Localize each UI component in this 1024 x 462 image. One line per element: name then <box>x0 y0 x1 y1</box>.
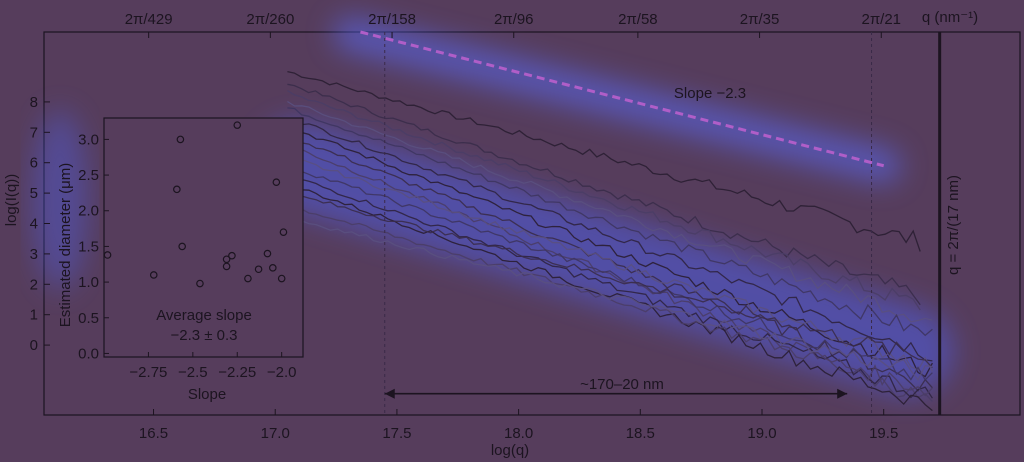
inset-y-tick-label: 0.0 <box>78 345 99 362</box>
inset-scatter-point <box>176 135 185 144</box>
inset-y-axis-label: Estimated diameter (μm) <box>57 163 74 328</box>
main-y-tick-label: 7 <box>30 124 38 141</box>
data-series-line <box>287 107 933 337</box>
inset-y-tick-label: 2.0 <box>78 203 99 220</box>
range-arrow-right-head <box>837 388 848 399</box>
data-series-line <box>287 217 933 382</box>
main-y-tick-label: 8 <box>30 94 38 111</box>
main-y-axis-label: log(I(q)) <box>3 174 20 227</box>
inset-scatter-point <box>178 242 186 251</box>
top-axis-tick-label: 2π/96 <box>494 11 534 28</box>
main-axes-group: 16.5 17.0 17.5 18.0 18.5 19.0 19.5 0 1 2 3 4 5 6 7 8 2π/… <box>30 11 901 442</box>
data-series-line <box>287 90 921 311</box>
inset-scatter-point <box>277 274 286 283</box>
range-arrow-label: ~170–20 nm <box>580 376 664 393</box>
inset-y-tick-label: 1.0 <box>78 274 99 291</box>
top-axis-tick-label: 2π/58 <box>618 11 658 28</box>
data-series-line <box>287 192 933 369</box>
main-y-tick-label: 6 <box>30 155 38 172</box>
inset-scatter-point <box>196 279 204 288</box>
inset-scatter-point <box>222 255 231 264</box>
inset-scatter-point <box>228 251 236 260</box>
main-annotations-group <box>360 30 942 415</box>
top-axis-tick-label: 2π/21 <box>861 11 901 28</box>
inset-scatter-point <box>222 262 231 271</box>
main-x-tick-label: 19.5 <box>869 425 898 442</box>
main-x-tick-label: 16.5 <box>139 425 168 442</box>
y-axis-glow <box>32 110 88 290</box>
data-series-line <box>287 145 933 402</box>
main-y-tick-label: 5 <box>30 185 38 202</box>
inset-y-tick-label: 2.5 <box>78 167 99 184</box>
top-axis-tick-label: 2π/158 <box>368 11 416 28</box>
main-y-tick-label: 1 <box>30 307 38 324</box>
main-x-tick-label: 17.5 <box>382 425 411 442</box>
inset-scatter-point <box>103 251 112 259</box>
main-x-tick-label: 18.0 <box>504 425 533 442</box>
main-y-tick-label: 4 <box>30 216 38 233</box>
main-series-group <box>286 70 933 412</box>
top-axis-tick-label: 2π/35 <box>740 11 780 28</box>
inset-x-tick-label: −2.25 <box>218 364 256 381</box>
inset-annotation-line-1: Average slope <box>156 307 252 324</box>
data-series-line <box>287 153 933 372</box>
inset-points-group <box>103 121 288 288</box>
inset-annotation-line-2: −2.3 ± 0.3 <box>170 327 237 344</box>
inset-scatter-point <box>173 185 181 194</box>
top-axis-tick-label: 2π/260 <box>246 11 294 28</box>
data-series-line <box>287 118 933 362</box>
data-series-line <box>287 70 921 252</box>
inset-x-tick-label: −2.0 <box>267 364 297 381</box>
inset-scatter-point <box>254 265 263 274</box>
inset-y-tick-label: 0.5 <box>78 310 99 327</box>
inset-scatter-point <box>268 264 277 272</box>
main-x-tick-label: 17.0 <box>261 425 290 442</box>
top-axis-tick-label: 2π/429 <box>125 11 173 28</box>
data-series-line <box>287 83 921 306</box>
data-series-line <box>287 127 933 378</box>
main-y-tick-label: 3 <box>30 246 38 263</box>
inset-axes-group: −2.75 −2.5 −2.25 −2.0 0.0 0.5 1.0 1.5 2.0 2.5 3.0 <box>78 131 296 381</box>
main-y-tick-label: 0 <box>30 337 38 354</box>
inset-x-axis-label: Slope <box>188 386 226 403</box>
range-arrow-left-head <box>384 388 395 399</box>
inset-x-tick-label: −2.5 <box>178 364 208 381</box>
data-series-line <box>287 100 933 323</box>
inset-plot-area <box>103 117 304 358</box>
main-x-axis-label: log(q) <box>491 442 529 459</box>
top-axis-label: q (nm⁻¹) <box>922 9 978 26</box>
inset-scatter-point <box>263 249 272 258</box>
main-x-tick-label: 18.5 <box>626 425 655 442</box>
inset-scatter-point <box>279 228 288 236</box>
main-x-tick-label: 19.0 <box>747 425 776 442</box>
inset-y-tick-label: 1.5 <box>78 238 99 255</box>
inset-scatter-point <box>272 178 281 187</box>
data-series-line <box>286 163 933 381</box>
inset-scatter-point <box>149 271 158 279</box>
reference-line-label: Slope −2.3 <box>674 85 746 102</box>
vertical-line-label: q = 2π/(17 nm) <box>945 175 962 275</box>
inset-scatter-point <box>233 121 242 129</box>
inset-y-tick-label: 3.0 <box>78 131 99 148</box>
inset-x-tick-label: −2.75 <box>129 364 167 381</box>
main-y-tick-label: 2 <box>30 276 38 293</box>
inset-scatter-point <box>244 274 252 283</box>
